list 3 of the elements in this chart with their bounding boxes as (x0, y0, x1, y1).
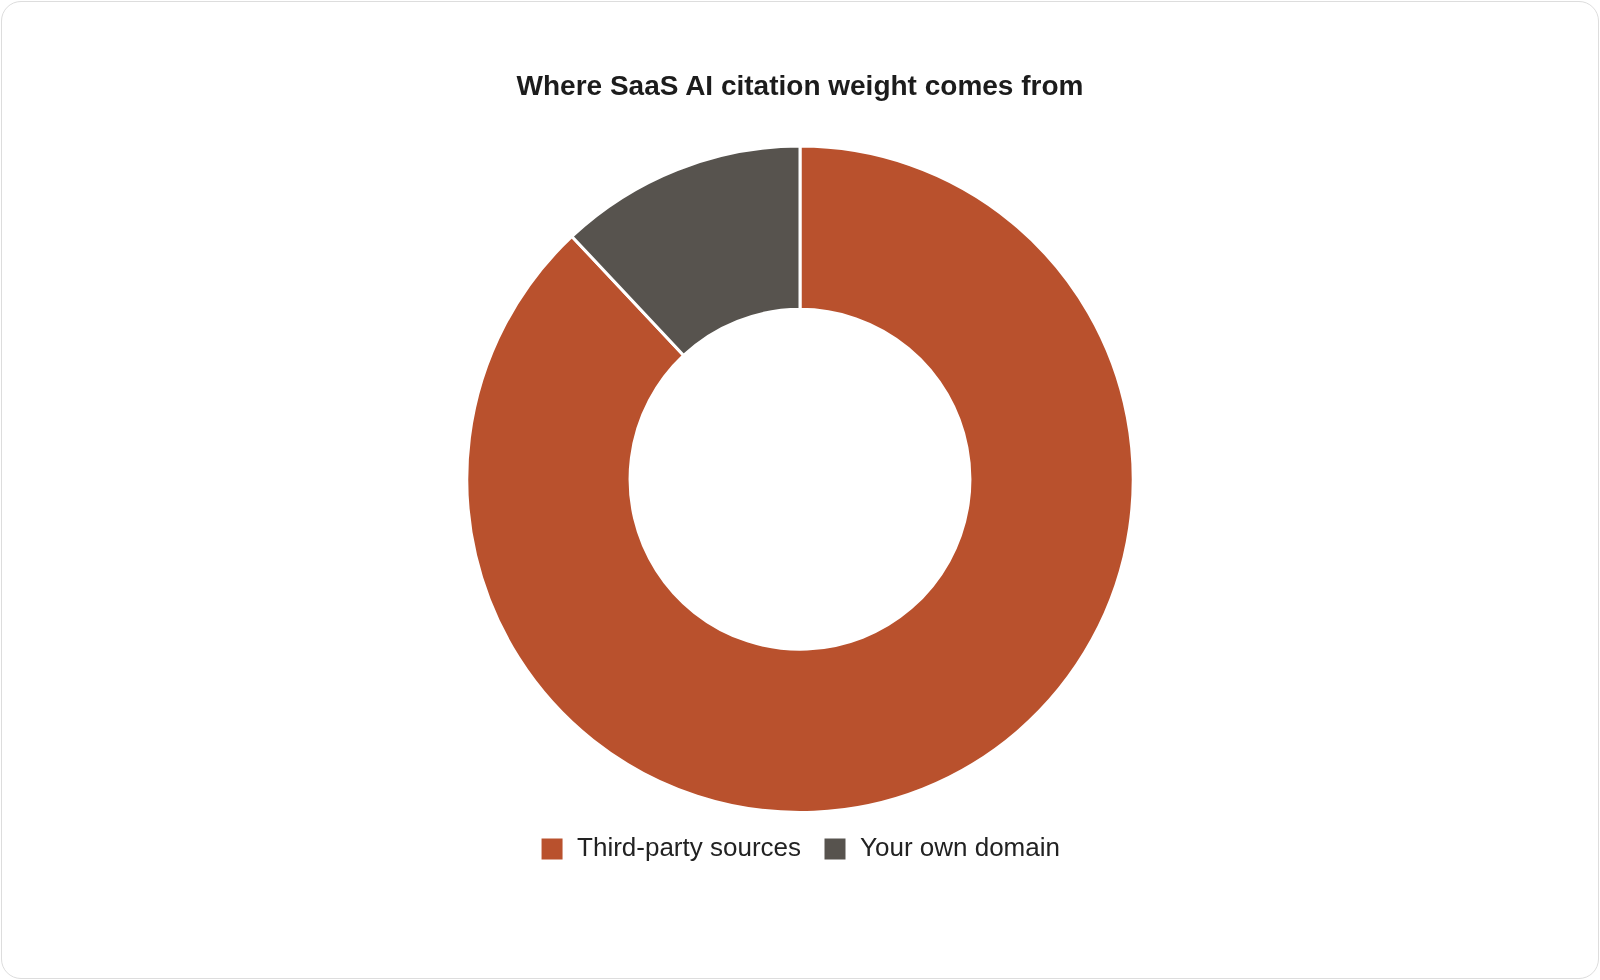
chart-title: Where SaaS AI citation weight comes from (516, 69, 1084, 101)
legend-label: Your own domain (860, 832, 1060, 863)
legend-label: Third-party sources (577, 832, 802, 863)
